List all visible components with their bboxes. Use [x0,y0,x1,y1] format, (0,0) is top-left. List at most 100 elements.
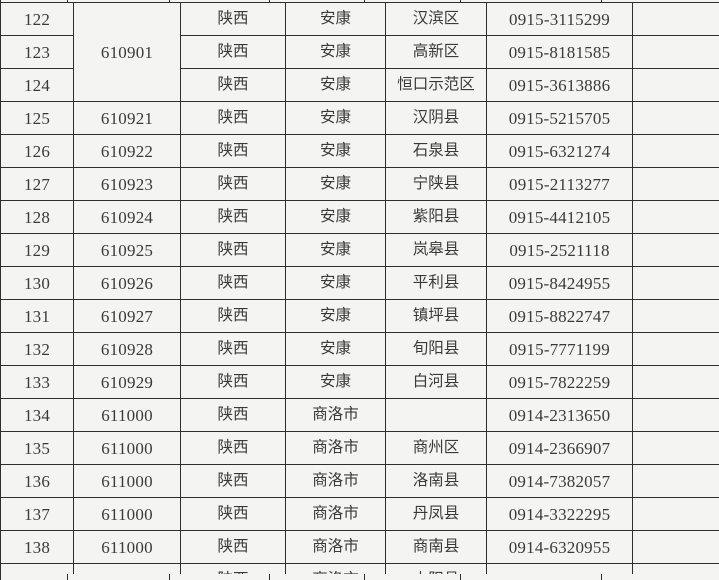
cell-extra[interactable] [632,398,719,432]
cell-district[interactable]: 汉滨区 [385,2,487,36]
cell-area-code[interactable]: 611000 [73,398,181,432]
table-row[interactable]: 137 611000 陕西 商洛市 丹凤县 0914-3322295 [0,497,719,531]
cell-index[interactable]: 135 [0,431,74,465]
cell-index[interactable]: 138 [0,530,74,564]
cell-city[interactable]: 安康 [285,200,386,234]
cell-district[interactable] [385,398,487,432]
cell-index[interactable]: 133 [0,365,74,399]
table-row[interactable]: 133 610929 陕西 安康 白河县 0915-7822259 [0,365,719,399]
cell-phone[interactable]: 0915-7822259 [486,365,633,399]
cell-district[interactable]: 岚皋县 [385,233,487,267]
cell-index[interactable]: 124 [0,68,74,102]
cell-phone[interactable]: 0915-8822747 [486,299,633,333]
cell-area-code[interactable]: 611000 [73,530,181,564]
table-row[interactable]: 130 610926 陕西 安康 平利县 0915-8424955 [0,266,719,300]
cell-area-code[interactable]: 610926 [73,266,181,300]
cell-area-code[interactable]: 610901 [73,2,181,102]
cell-city[interactable]: 安康 [285,2,386,36]
table-row[interactable]: 132 610928 陕西 安康 旬阳县 0915-7771199 [0,332,719,366]
table-row[interactable]: 131 610927 陕西 安康 镇坪县 0915-8822747 [0,299,719,333]
cell-city[interactable]: 安康 [285,101,386,135]
cell-phone[interactable]: 0915-2521118 [486,233,633,267]
cell-province[interactable]: 陕西 [180,233,286,267]
cell-phone[interactable]: 0914-6320955 [486,530,633,564]
cell-phone[interactable]: 0914-7382057 [486,464,633,498]
cell-extra[interactable] [632,101,719,135]
cell-province[interactable]: 陕西 [180,266,286,300]
cell-city[interactable]: 安康 [285,134,386,168]
cell-city[interactable]: 安康 [285,299,386,333]
cell-district[interactable]: 商州区 [385,431,487,465]
cell-city[interactable]: 商洛市 [285,497,386,531]
table-row[interactable]: 127 610923 陕西 安康 宁陕县 0915-2113277 [0,167,719,201]
cell-city[interactable]: 安康 [285,266,386,300]
cell-extra[interactable] [632,167,719,201]
cell-index[interactable]: 131 [0,299,74,333]
cell-area-code[interactable]: 610924 [73,200,181,234]
cell-district[interactable]: 商南县 [385,530,487,564]
cell-province[interactable]: 陕西 [180,167,286,201]
cell-phone[interactable]: 0914-2366907 [486,431,633,465]
cell-province[interactable]: 陕西 [180,464,286,498]
cell-area-code[interactable]: 611000 [73,497,181,531]
table-row[interactable]: 123 陕西 安康 高新区 0915-8181585 [0,35,719,69]
cell-area-code[interactable]: 611000 [73,464,181,498]
cell-index[interactable]: 134 [0,398,74,432]
cell-extra[interactable] [632,233,719,267]
cell-extra[interactable] [632,35,719,69]
cell-index[interactable]: 128 [0,200,74,234]
table-row[interactable]: 125 610921 陕西 安康 汉阴县 0915-5215705 [0,101,719,135]
cell-extra[interactable] [632,497,719,531]
cell-index[interactable]: 136 [0,464,74,498]
cell-index[interactable]: 129 [0,233,74,267]
cell-district[interactable]: 汉阴县 [385,101,487,135]
cell-index[interactable]: 123 [0,35,74,69]
cell-city[interactable]: 安康 [285,167,386,201]
cell-province[interactable]: 陕西 [180,134,286,168]
cell-index[interactable]: 127 [0,167,74,201]
cell-phone[interactable]: 0915-4412105 [486,200,633,234]
cell-city[interactable]: 安康 [285,233,386,267]
cell-extra[interactable] [632,2,719,36]
cell-index[interactable]: 132 [0,332,74,366]
cell-phone[interactable]: 0915-8424955 [486,266,633,300]
cell-phone[interactable]: 0915-3613886 [486,68,633,102]
cell-province[interactable]: 陕西 [180,299,286,333]
cell-phone[interactable]: 0915-3115299 [486,2,633,36]
cell-index[interactable]: 130 [0,266,74,300]
cell-extra[interactable] [632,134,719,168]
cell-province[interactable]: 陕西 [180,35,286,69]
cell-index[interactable]: 125 [0,101,74,135]
cell-extra[interactable] [632,332,719,366]
table-row[interactable]: 128 610924 陕西 安康 紫阳县 0915-4412105 [0,200,719,234]
cell-province[interactable]: 陕西 [180,68,286,102]
cell-city[interactable]: 安康 [285,365,386,399]
cell-province[interactable]: 陕西 [180,2,286,36]
cell-extra[interactable] [632,365,719,399]
cell-phone[interactable]: 0914-3322295 [486,497,633,531]
cell-district[interactable]: 恒口示范区 [385,68,487,102]
cell-extra[interactable] [632,431,719,465]
cell-extra[interactable] [632,266,719,300]
cell-province[interactable]: 陕西 [180,332,286,366]
cell-province[interactable]: 陕西 [180,431,286,465]
table-row[interactable]: 126 610922 陕西 安康 石泉县 0915-6321274 [0,134,719,168]
cell-extra[interactable] [632,68,719,102]
cell-district[interactable]: 洛南县 [385,464,487,498]
cell-province[interactable]: 陕西 [180,200,286,234]
table-row[interactable]: 136 611000 陕西 商洛市 洛南县 0914-7382057 [0,464,719,498]
cell-district[interactable]: 平利县 [385,266,487,300]
cell-area-code[interactable]: 610921 [73,101,181,135]
cell-extra[interactable] [632,299,719,333]
cell-city[interactable]: 安康 [285,35,386,69]
cell-district[interactable]: 白河县 [385,365,487,399]
cell-district[interactable]: 石泉县 [385,134,487,168]
cell-area-code[interactable]: 610922 [73,134,181,168]
cell-area-code[interactable]: 610929 [73,365,181,399]
cell-phone[interactable]: 0915-2113277 [486,167,633,201]
table-row[interactable]: 129 610925 陕西 安康 岚皋县 0915-2521118 [0,233,719,267]
table-row[interactable]: 135 611000 陕西 商洛市 商州区 0914-2366907 [0,431,719,465]
cell-area-code[interactable]: 610927 [73,299,181,333]
cell-city[interactable]: 商洛市 [285,398,386,432]
cell-province[interactable]: 陕西 [180,530,286,564]
